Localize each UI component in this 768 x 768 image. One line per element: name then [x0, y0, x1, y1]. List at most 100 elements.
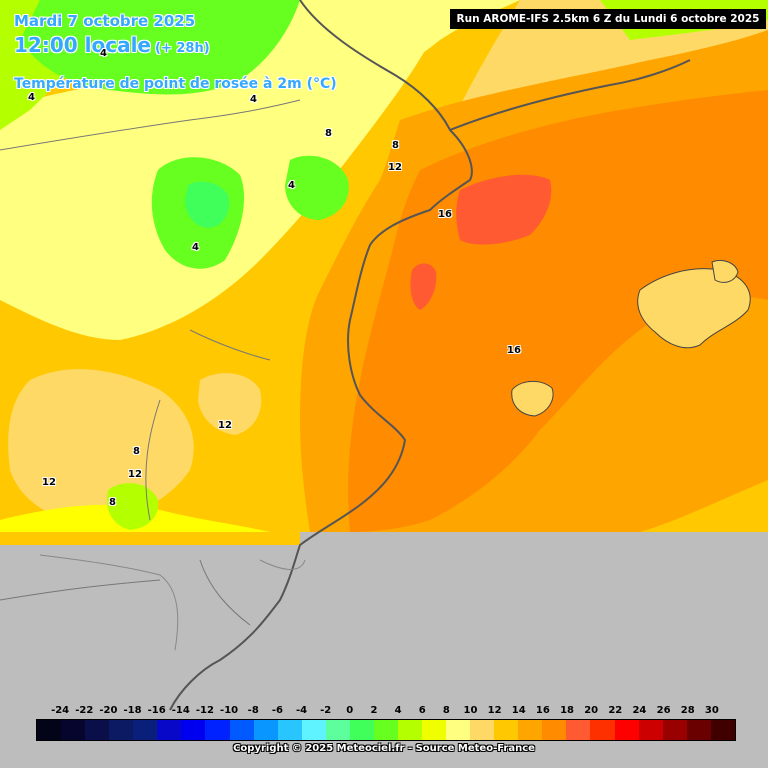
legend-swatch — [422, 720, 447, 740]
legend-swatch — [349, 720, 374, 740]
field-green-west — [106, 483, 159, 530]
field-yellow-mid — [198, 373, 262, 435]
copyright-text: Copyright © 2025 Meteociel.fr - Source M… — [233, 743, 535, 754]
contour-label: 4 — [288, 180, 295, 191]
legend-swatch — [277, 720, 302, 740]
legend-tick: 12 — [487, 705, 502, 716]
contour-label: 4 — [28, 92, 35, 103]
contour-label: 12 — [218, 420, 232, 431]
field-green-north — [20, 0, 300, 95]
legend-swatch — [686, 720, 711, 740]
legend-swatch — [638, 720, 663, 740]
legend-tick: -22 — [75, 705, 94, 716]
field-red-spot — [410, 263, 437, 310]
field-green-patch — [185, 181, 230, 228]
legend-tick: -10 — [220, 705, 239, 716]
legend-swatch — [542, 720, 567, 740]
legend-tick: -6 — [271, 705, 283, 716]
legend-swatch — [446, 720, 471, 740]
legend-tick: 30 — [704, 705, 719, 716]
legend-tick: 8 — [442, 705, 450, 716]
legend-swatch — [470, 720, 495, 740]
legend-tick: 22 — [608, 705, 623, 716]
border-lines-south — [39, 554, 306, 651]
contour-label: 4 — [100, 48, 107, 59]
legend-swatch — [590, 720, 615, 740]
legend-swatch — [181, 720, 206, 740]
legend-tick: 0 — [346, 705, 354, 716]
legend-swatch — [205, 720, 230, 740]
contour-label: 16 — [507, 345, 521, 356]
forecast-time-value: 12:00 locale — [14, 33, 151, 57]
legend-tick: -2 — [320, 705, 332, 716]
legend-tick: 28 — [680, 705, 695, 716]
legend-tick: -20 — [99, 705, 118, 716]
legend-swatch — [566, 720, 591, 740]
contour-label: 8 — [109, 497, 116, 508]
legend-tick: 2 — [370, 705, 378, 716]
legend-swatch — [157, 720, 182, 740]
forecast-date: Mardi 7 octobre 2025 — [14, 12, 196, 30]
balearic-island-main — [637, 268, 751, 349]
field-green-cluster-2 — [285, 155, 349, 220]
balearic-island-east — [711, 259, 739, 283]
field-dark-orange — [348, 90, 768, 532]
variable-title: Température de point de rosée à 2m (°C) — [14, 76, 337, 92]
contour-label: 4 — [250, 94, 257, 105]
legend-tick: -4 — [295, 705, 308, 716]
legend-tick: 20 — [584, 705, 599, 716]
legend-swatch — [37, 720, 62, 740]
legend-tick: 14 — [511, 705, 526, 716]
legend-tick-row: -24 -22 -20 -18 -16 -14 -12 -10 -8 -6 -4 -2 0 2 4 6 8 10 1… — [36, 705, 736, 719]
legend-swatch — [229, 720, 254, 740]
legend-swatch — [109, 720, 134, 740]
coastline-east — [449, 59, 691, 131]
legend-swatch — [61, 720, 86, 740]
legend-color-bar — [36, 719, 736, 741]
legend-tick: 6 — [418, 705, 426, 716]
forecast-time: 12:00 locale (+ 28h) — [14, 33, 210, 57]
coastline — [169, 0, 473, 711]
legend-tick: -8 — [247, 705, 259, 716]
contour-label: 12 — [388, 162, 402, 173]
legend-tick: 16 — [535, 705, 550, 716]
legend-swatch — [494, 720, 519, 740]
legend-tick: -12 — [195, 705, 214, 716]
legend-swatch — [85, 720, 110, 740]
legend-tick: 18 — [560, 705, 574, 716]
legend-swatch — [301, 720, 326, 740]
legend-swatch — [325, 720, 350, 740]
contour-label: 4 — [192, 242, 199, 253]
legend-tick: 4 — [394, 705, 402, 716]
border-lines — [0, 99, 301, 626]
legend-tick: 24 — [632, 705, 647, 716]
forecast-lead: (+ 28h) — [155, 41, 210, 56]
field-red-core — [456, 174, 552, 245]
legend-swatch — [133, 720, 158, 740]
legend-swatch — [253, 720, 278, 740]
legend-tick: 26 — [656, 705, 671, 716]
field-yellow-west — [8, 369, 194, 525]
legend-tick: -14 — [171, 705, 190, 716]
legend-swatch — [518, 720, 543, 740]
contour-label: 16 — [438, 209, 452, 220]
contour-label: 8 — [392, 140, 399, 151]
color-legend: -24 -22 -20 -18 -16 -14 -12 -10 -8 -6 -4 -2 0 2 4 6 8 10 1… — [36, 705, 736, 741]
balearic-island-ibiza — [511, 381, 554, 417]
contour-label: 12 — [128, 469, 142, 480]
legend-tick: -18 — [123, 705, 142, 716]
legend-swatch — [397, 720, 422, 740]
legend-swatch — [710, 720, 735, 740]
contour-label: 12 — [42, 477, 56, 488]
legend-swatch — [662, 720, 687, 740]
run-info-box: Run AROME-IFS 2.5km 6 Z du Lundi 6 octob… — [450, 9, 766, 29]
legend-swatch — [373, 720, 398, 740]
legend-tick: -16 — [147, 705, 166, 716]
contour-label: 8 — [133, 446, 140, 457]
legend-swatch — [614, 720, 639, 740]
legend-tick: -24 — [51, 705, 70, 716]
legend-tick: 10 — [463, 705, 478, 716]
contour-label: 8 — [325, 128, 332, 139]
